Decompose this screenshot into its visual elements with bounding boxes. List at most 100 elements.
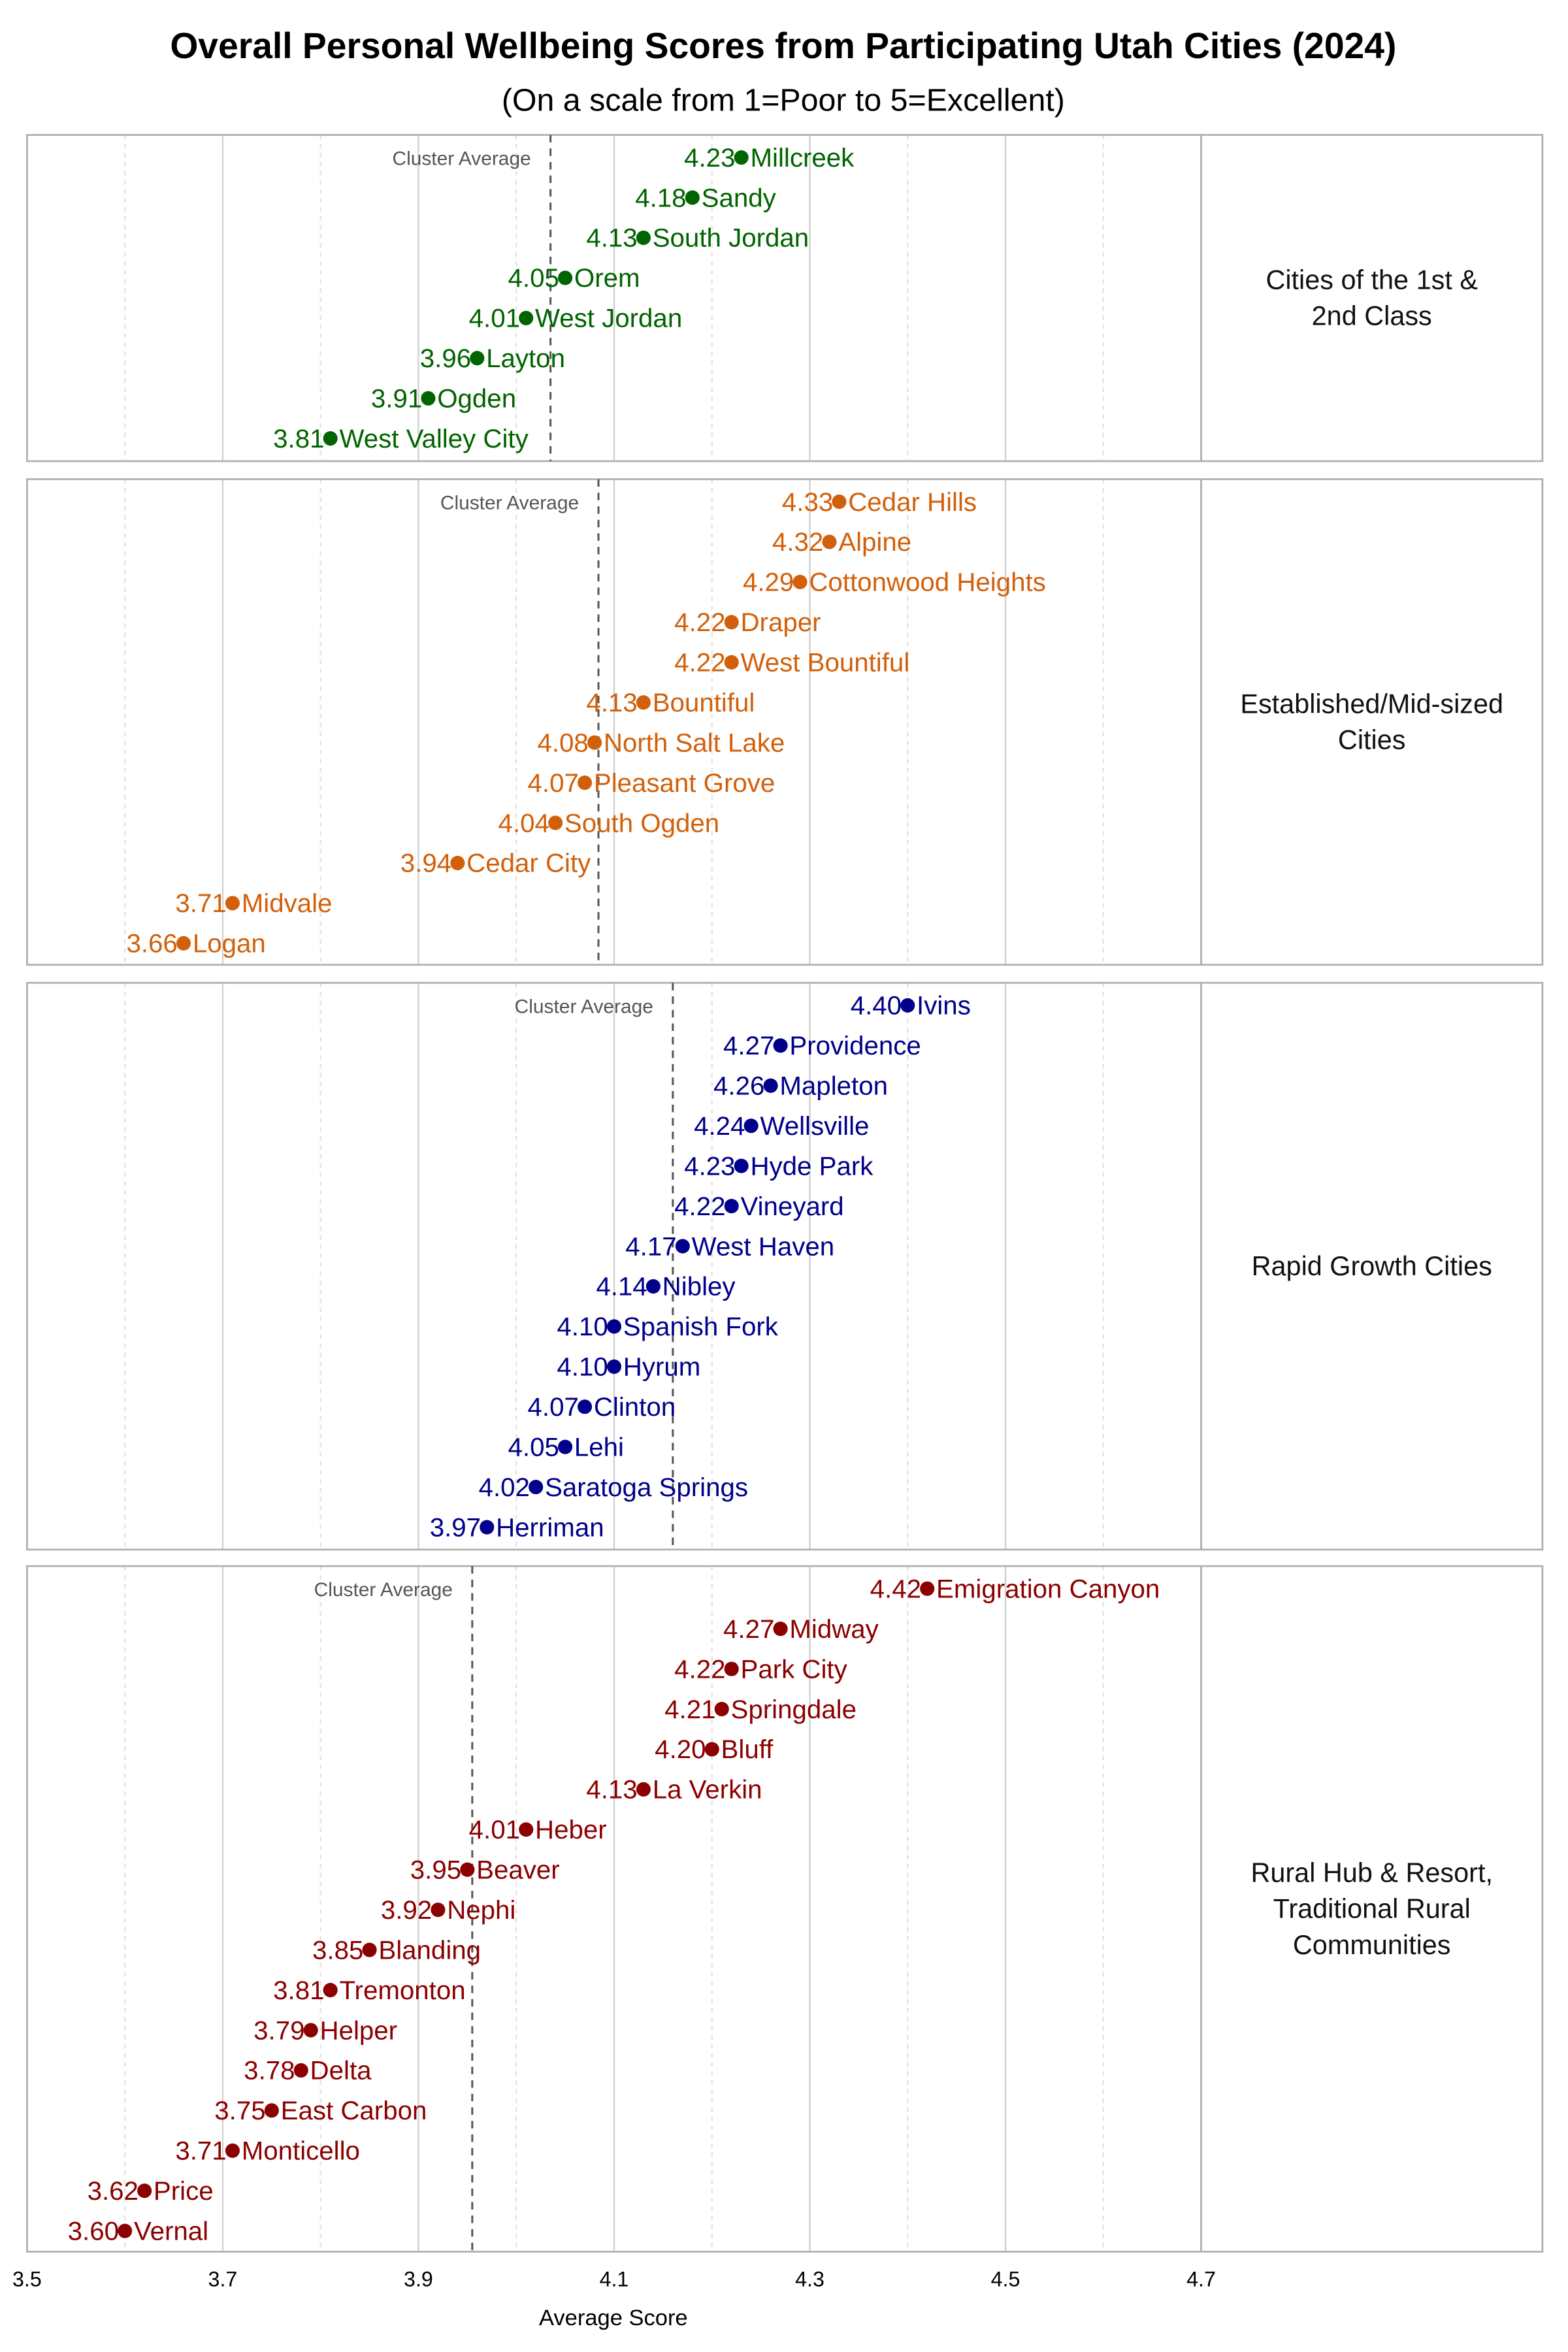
- panel-strip: [1200, 1565, 1544, 2253]
- city-label: La Verkin: [653, 1775, 762, 1805]
- value-label: 3.91: [371, 384, 422, 413]
- value-label: 4.13: [586, 688, 637, 717]
- city-label: Cottonwood Heights: [809, 568, 1045, 597]
- city-label: Tremonton: [339, 1976, 465, 2005]
- panel-label: 2nd Class: [1312, 301, 1432, 331]
- data-point: [303, 2023, 318, 2038]
- city-label: Clinton: [594, 1392, 676, 1422]
- data-point: [822, 534, 837, 549]
- data-point: [792, 574, 808, 589]
- data-point: [724, 615, 739, 630]
- data-point: [734, 1158, 749, 1173]
- value-label: 4.22: [674, 1192, 725, 1221]
- data-point: [225, 896, 240, 911]
- city-label: Bluff: [721, 1735, 774, 1764]
- value-label: 4.01: [469, 304, 520, 333]
- value-label: 4.01: [469, 1815, 520, 1844]
- city-label: Nephi: [447, 1895, 515, 1925]
- city-label: Alpine: [838, 527, 911, 557]
- city-label: Price: [154, 2176, 214, 2206]
- value-label: 4.22: [674, 1654, 725, 1684]
- panel-label: Established/Mid-sized: [1240, 689, 1503, 719]
- panel: Rapid Growth Cities Cluster Average 4.40 Iv…: [26, 981, 1544, 1551]
- cluster-average-label: Cluster Average: [440, 492, 579, 514]
- panel: Established/Mid-sized Cities Cluster Avera…: [26, 478, 1544, 966]
- city-label: West Valley City: [339, 424, 529, 453]
- data-point: [264, 2103, 279, 2118]
- data-point: [675, 1239, 690, 1254]
- value-label: 4.07: [528, 768, 579, 798]
- data-point: [480, 1520, 495, 1535]
- value-label: 3.71: [175, 889, 226, 918]
- city-label: Delta: [310, 2056, 372, 2085]
- value-label: 4.05: [508, 263, 559, 293]
- city-label: Saratoga Springs: [545, 1473, 748, 1502]
- city-label: Pleasant Grove: [594, 768, 775, 798]
- value-label: 3.95: [410, 1855, 461, 1885]
- value-label: 4.05: [508, 1432, 559, 1462]
- value-label: 3.94: [400, 849, 451, 878]
- value-label: 4.32: [772, 527, 823, 557]
- city-label: Orem: [574, 263, 640, 293]
- value-label: 4.14: [596, 1272, 647, 1301]
- value-label: 4.10: [557, 1352, 608, 1382]
- city-label: Springdale: [731, 1695, 857, 1724]
- value-label: 4.21: [664, 1695, 715, 1724]
- value-label: 4.18: [635, 183, 686, 212]
- data-point: [176, 936, 191, 951]
- data-point: [558, 1439, 573, 1454]
- value-label: 4.13: [586, 223, 637, 253]
- value-label: 4.24: [694, 1111, 745, 1141]
- city-label: Layton: [486, 344, 565, 373]
- panel-label: Cities: [1338, 725, 1406, 755]
- city-label: Herriman: [496, 1512, 604, 1542]
- data-point: [606, 1359, 622, 1374]
- city-label: West Bountiful: [740, 648, 909, 678]
- x-tick-label: 3.7: [208, 2267, 238, 2291]
- value-label: 3.81: [273, 1976, 324, 2005]
- data-point: [645, 1279, 661, 1294]
- panel-strip: [1200, 981, 1544, 1551]
- value-label: 4.27: [723, 1031, 774, 1060]
- data-point: [685, 190, 700, 205]
- city-label: North Salt Lake: [604, 728, 785, 757]
- city-label: Heber: [535, 1815, 607, 1844]
- chart-title: Overall Personal Wellbeing Scores from P…: [170, 25, 1396, 66]
- data-point: [636, 230, 651, 245]
- value-label: 4.23: [684, 143, 735, 172]
- value-label: 3.78: [244, 2056, 295, 2085]
- panel-label: Rural Hub & Resort,: [1250, 1857, 1493, 1887]
- value-label: 4.22: [674, 648, 725, 678]
- value-label: 4.33: [782, 487, 833, 517]
- cluster-average-label: Cluster Average: [314, 1579, 453, 1601]
- chart-subtitle: (On a scale from 1=Poor to 5=Excellent): [502, 83, 1065, 118]
- data-point: [773, 1622, 788, 1637]
- x-tick-label: 4.1: [600, 2267, 629, 2291]
- value-label: 4.20: [655, 1735, 706, 1764]
- data-point: [773, 1038, 788, 1053]
- value-label: 3.66: [126, 929, 177, 958]
- data-point: [920, 1581, 935, 1596]
- cluster-average-label: Cluster Average: [515, 996, 653, 1017]
- city-label: Park City: [740, 1654, 847, 1684]
- city-label: West Jordan: [535, 304, 682, 333]
- city-label: Blanding: [378, 1935, 481, 1965]
- city-label: Logan: [193, 929, 266, 958]
- value-label: 3.96: [420, 344, 471, 373]
- value-label: 4.02: [479, 1473, 530, 1502]
- data-point: [450, 855, 465, 870]
- value-label: 4.08: [537, 728, 588, 757]
- data-point: [763, 1078, 778, 1093]
- city-label: Vineyard: [740, 1192, 843, 1221]
- city-label: Midway: [789, 1614, 879, 1644]
- x-tick-label: 4.5: [991, 2267, 1021, 2291]
- value-label: 4.29: [743, 568, 794, 597]
- city-label: Helper: [320, 2016, 398, 2045]
- value-label: 4.23: [684, 1151, 735, 1181]
- data-point: [323, 431, 338, 446]
- value-label: 4.40: [851, 991, 902, 1021]
- data-point: [606, 1319, 622, 1334]
- city-label: South Jordan: [653, 223, 809, 253]
- city-label: Emigration Canyon: [936, 1574, 1160, 1603]
